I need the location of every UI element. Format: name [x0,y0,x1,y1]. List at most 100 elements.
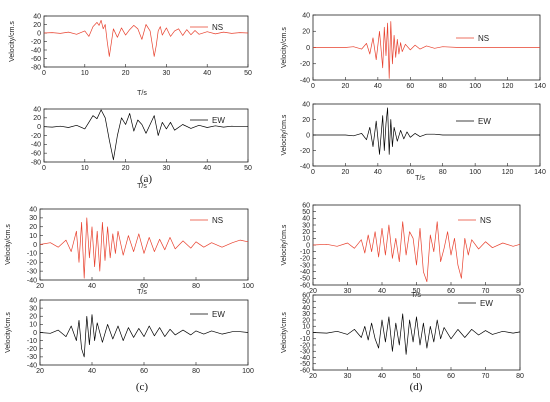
y-tick-label: 40 [302,216,310,223]
y-tick-label: 30 [29,305,37,312]
y-tick-label: 50 [302,299,310,306]
x-tick-label: 10 [81,165,89,172]
x-tick-label: 0 [311,169,315,176]
y-tick-label: -10 [27,251,37,258]
series-line-ew [312,313,521,355]
panel-caption: (c) [136,381,149,393]
x-tick-label: 120 [502,169,514,176]
x-tick-label: 20 [309,373,317,380]
x-tick-label: 30 [344,288,352,295]
y-tick-label: 30 [29,215,37,222]
y-tick-label: 0 [33,242,37,249]
y-tick-label: 40 [302,101,310,108]
series-line-ns [312,221,521,283]
y-tick-label: -20 [31,133,41,140]
y-tick-label: -40 [300,355,310,362]
x-tick-label: 100 [242,368,254,375]
y-tick-label: 0 [306,132,310,139]
y-tick-label: 20 [302,229,310,236]
y-tick-label: -60 [31,56,41,63]
x-tick-label: 50 [413,288,421,295]
y-tick-label: 10 [302,324,310,331]
y-tick-label: 40 [302,305,310,312]
x-tick-label: 80 [439,169,447,176]
y-tick-label: -40 [300,163,310,170]
y-tick-label: -20 [300,61,310,68]
panel-c-ns: -40 -30-20 -10 0 10 20 30 40 20 40 60 80 100 NS Veloci… [5,206,254,296]
y-tick-label: -20 [27,260,37,267]
x-tick-label: 20 [342,169,350,176]
y-tick-label: 20 [29,314,37,321]
x-tick-label: 20 [309,288,317,295]
x-tick-label: 20 [36,368,44,375]
y-tick-label: 20 [302,117,310,124]
x-tick-label: 0 [311,83,315,90]
x-tick-label: 40 [374,83,382,90]
y-tick-label: -60 [31,150,41,157]
series-line-ew [43,109,248,161]
y-tick-label: 20 [302,29,310,36]
legend-label: NS [480,216,491,225]
y-tick-label: -60 [300,367,310,374]
x-tick-label: 40 [374,169,382,176]
x-tick-label: 80 [192,283,200,290]
y-tick-label: 40 [302,12,310,19]
y-axis-label: Velocity/cm.s [281,224,288,265]
y-tick-label: 40 [33,13,41,20]
x-tick-label: 40 [203,165,211,172]
y-tick-label: -80 [31,159,41,166]
x-tick-label: 100 [469,83,481,90]
y-tick-label: -50 [300,361,310,368]
y-tick-label: -20 [300,148,310,155]
series-line-ew [313,107,540,155]
series-line-ns [43,19,249,57]
x-tick-label: 20 [342,83,350,90]
y-tick-label: -40 [31,47,41,54]
y-tick-label: -30 [27,354,37,361]
x-tick-label: 40 [88,368,96,375]
y-tick-label: 40 [29,206,37,213]
x-axis-label: T/s [415,175,425,182]
y-tick-label: -10 [27,338,37,345]
y-tick-label: 0 [33,330,37,337]
legend-label: NS [478,34,489,43]
x-tick-label: 0 [42,165,46,172]
x-tick-label: 30 [163,165,171,172]
y-axis-label: Velocity/cm.s [281,114,288,155]
panel-caption: (a) [140,173,153,185]
legend-label: NS [212,216,223,225]
y-tick-label: 60 [302,292,310,299]
x-tick-label: 60 [140,368,148,375]
x-tick-label: 80 [439,83,447,90]
y-tick-label: 0 [37,30,41,37]
x-tick-label: 70 [482,373,490,380]
x-axis-label: T/s [137,183,147,190]
y-tick-label: -20 [31,39,41,46]
x-tick-label: 30 [163,70,171,77]
x-tick-label: 10 [81,70,89,77]
x-tick-label: 20 [36,283,44,290]
x-tick-label: 50 [244,165,252,172]
y-tick-label: 10 [29,233,37,240]
y-tick-label: -40 [300,269,310,276]
y-tick-label: -40 [27,362,37,369]
series-line-ew [39,314,249,358]
y-tick-label: 30 [302,311,310,318]
x-tick-label: 100 [469,169,481,176]
y-tick-label: -80 [31,64,41,71]
x-tick-label: 30 [344,373,352,380]
legend-label: NS [212,23,223,32]
y-tick-label: -30 [300,349,310,356]
y-tick-label: 50 [302,209,310,216]
x-tick-label: 120 [502,83,514,90]
x-tick-label: 0 [42,70,46,77]
x-tick-label: 80 [516,373,524,380]
y-tick-label: 40 [33,106,41,113]
y-tick-label: -30 [300,262,310,269]
x-tick-label: 50 [413,373,421,380]
panel-caption: (d) [410,381,423,393]
y-tick-label: -20 [300,256,310,263]
